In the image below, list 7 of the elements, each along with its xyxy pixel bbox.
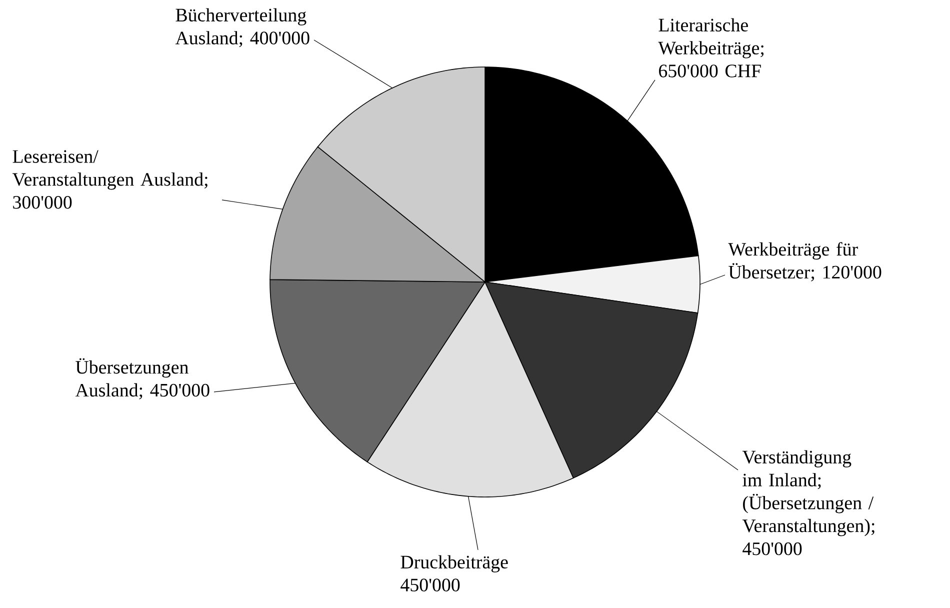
slice-label: Bücherverteilung Ausland; 400'000 xyxy=(175,8,310,48)
slice-label: Übersetzungen Ausland; 450'000 xyxy=(75,358,210,400)
slice-label: Werkbeiträge für Übersetzer; 120'000 xyxy=(728,242,882,282)
slice-label: Verständigung im Inland; (Übersetzungen / Veranstaltungen); 450'000 xyxy=(742,450,874,556)
slice-label: Literarische Werkbeiträge; 650'000 CHF xyxy=(658,18,764,78)
slice-label: Druckbeiträge 450'000 xyxy=(400,555,508,592)
slice-label: Lesereisen/ Veranstaltungen Ausland; 300'000 xyxy=(12,150,208,209)
